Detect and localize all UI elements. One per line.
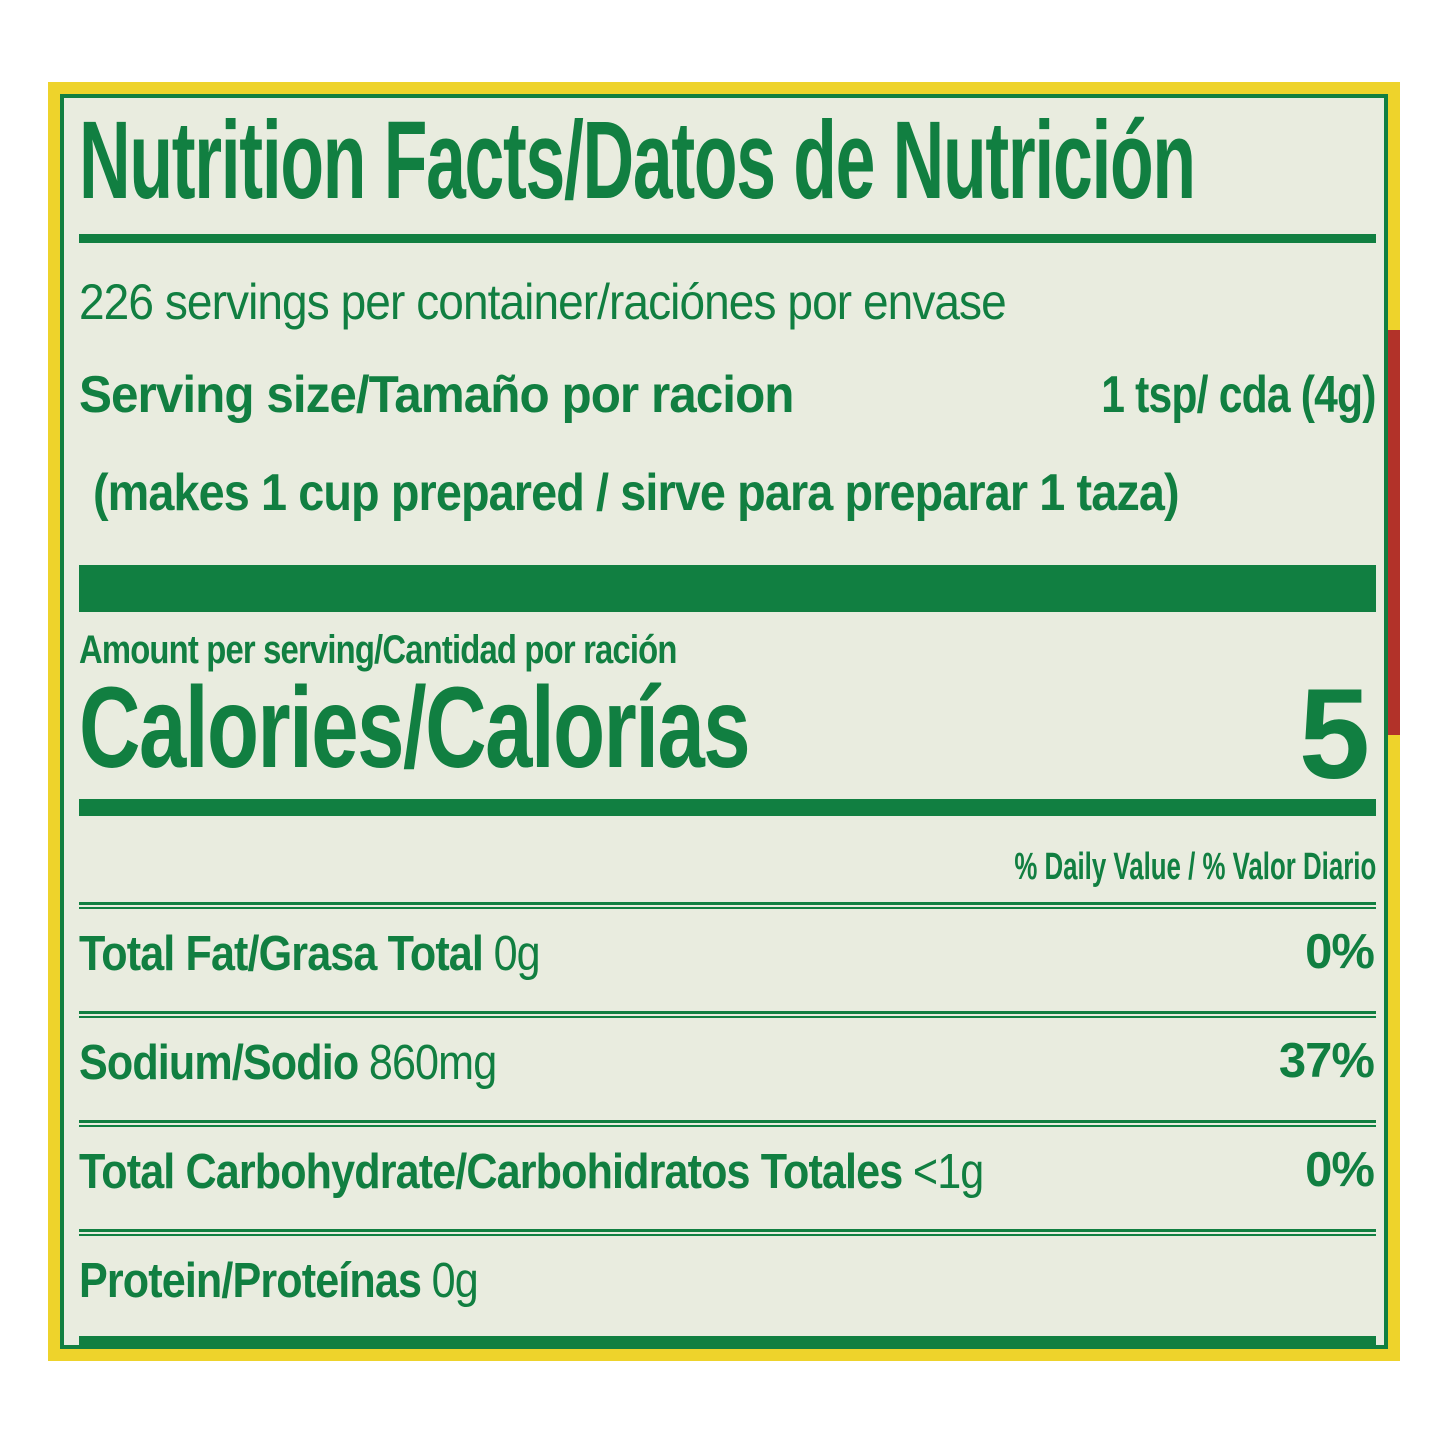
serving-size-label: Serving size/Tamaño por racion [79,365,794,424]
servings-per-container: 226 servings per container/raciónes por … [79,273,1007,330]
nutrient-text: Total Fat/Grasa Total 0g [79,926,541,982]
title-underline [79,233,1376,243]
serving-size-row: Serving size/Tamaño por racion 1 tsp/ cd… [79,365,1377,424]
nutrient-value: 0g [431,1253,479,1308]
nutrient-value: 860mg [368,1035,497,1090]
calories-value: 5 [1298,663,1370,807]
nutrient-text: Total Carbohydrate/Carbohidratos Totales… [79,1144,984,1200]
nutrient-label: Protein/Proteínas [79,1253,422,1308]
section-bar-bottom [79,1335,1376,1345]
nutrient-row-protein: Protein/Proteínas 0g [79,1236,1376,1322]
serving-size-value: 1 tsp/ cda (4g) [1101,365,1377,424]
nutrition-facts-title: Nutrition Facts/Datos de Nutrición [79,99,1196,222]
serving-note: (makes 1 cup prepared / sirve para prepa… [79,463,1376,523]
row-divider [79,901,1376,909]
section-bar-calories [79,798,1376,816]
daily-value-header: % Daily Value / % Valor Diario [79,845,1376,888]
daily-value-header-text: % Daily Value / % Valor Diario [1014,845,1376,888]
nutrient-row-total-fat: Total Fat/Grasa Total 0g 0% [79,909,1376,995]
nutrient-label: Total Fat/Grasa Total [79,926,484,981]
nutrient-value: 0g [493,926,541,981]
amount-per-serving: Amount per serving/Cantidad por ración [79,627,677,672]
nutrient-row-sodium: Sodium/Sodio 860mg 37% [79,1018,1376,1104]
label-inner-panel: Nutrition Facts/Datos de Nutrición 226 s… [60,94,1388,1349]
row-divider [79,1010,1376,1018]
nutrient-text: Protein/Proteínas 0g [79,1253,479,1309]
nutrient-row-total-carbohydrate: Total Carbohydrate/Carbohidratos Totales… [79,1127,1376,1213]
nutrient-text: Sodium/Sodio 860mg [79,1035,497,1091]
nutrient-label: Total Carbohydrate/Carbohidratos Totales [79,1144,903,1199]
nutrient-label: Sodium/Sodio [79,1035,359,1090]
nutrition-label: Nutrition Facts/Datos de Nutrición 226 s… [48,82,1400,1361]
calories-label: Calories/Calorías [79,663,751,792]
nutrient-percent: 37% [1278,1033,1375,1088]
section-bar-top [79,564,1376,612]
serving-note-text: (makes 1 cup prepared / sirve para prepa… [93,463,1180,522]
nutrient-percent: 0% [1305,924,1375,979]
calories-row: Calories/Calorías 5 [79,663,1376,799]
package-edge-red-stripe [1387,330,1400,735]
row-divider [79,1228,1376,1236]
row-divider [79,1119,1376,1127]
nutrient-percent: 0% [1305,1142,1375,1197]
nutrient-value: <1g [912,1144,984,1199]
